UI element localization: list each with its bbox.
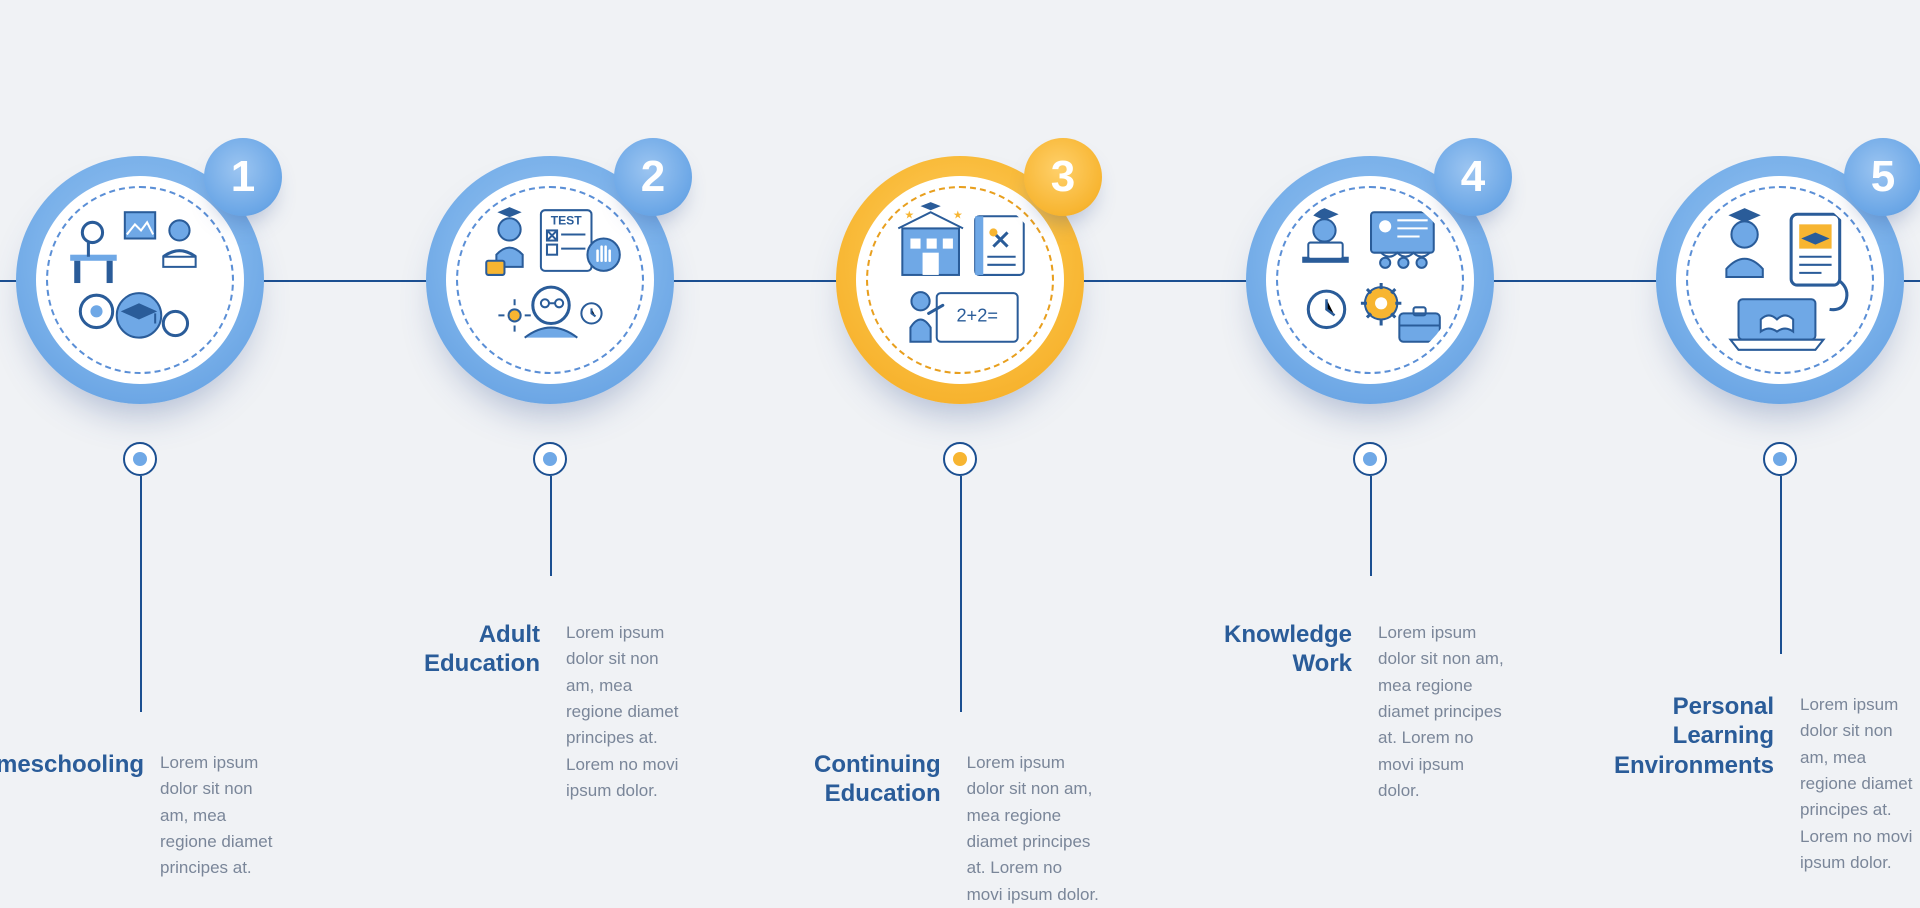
infographic-step: 4Knowledge WorkLorem ipsum dolor sit non… — [1230, 130, 1510, 476]
step-description: Lorem ipsum dolor sit non am, mea region… — [1378, 620, 1510, 804]
connector-vertical-line — [960, 476, 962, 712]
step-number-badge: 1 — [204, 138, 282, 216]
medallion: 1 — [16, 156, 264, 404]
adult-education-icon — [464, 194, 636, 366]
connector-vertical-line — [550, 476, 552, 576]
medallion: 5 — [1656, 156, 1904, 404]
connector-vertical-line — [140, 476, 142, 712]
step-title: Personal Learning Environments — [1614, 692, 1774, 780]
homeschooling-icon — [54, 194, 226, 366]
step-number: 5 — [1871, 152, 1895, 202]
step-title: Homeschooling — [0, 750, 134, 779]
step-number: 2 — [641, 152, 665, 202]
infographic-step: 5Personal Learning EnvironmentsLorem ips… — [1640, 130, 1920, 476]
connector-stem — [1230, 418, 1510, 476]
continuing-education-icon — [874, 194, 1046, 366]
step-title: Knowledge Work — [1224, 620, 1352, 679]
infographic-step: 1HomeschoolingLorem ipsum dolor sit non … — [0, 130, 280, 476]
connector-dot — [123, 442, 157, 476]
step-number-badge: 4 — [1434, 138, 1512, 216]
medallion: 4 — [1246, 156, 1494, 404]
step-number-badge: 2 — [614, 138, 692, 216]
step-title: Adult Education — [424, 620, 540, 679]
step-text-block: Homeschooling Lorem ipsum dolor sit non a… — [0, 750, 280, 882]
step-text-block: Adult Education Lorem ipsum dolor sit non… — [424, 620, 690, 804]
personal-learning-icon — [1694, 194, 1866, 366]
connector-dot — [533, 442, 567, 476]
step-text-block: Personal Learning Environments Lorem ipsu… — [1614, 692, 1920, 876]
step-number: 3 — [1051, 152, 1075, 202]
infographic-step: 2Adult EducationLorem ipsum dolor sit no… — [410, 130, 690, 476]
medallion: 2 — [426, 156, 674, 404]
connector-vertical-line — [1780, 476, 1782, 654]
step-number: 1 — [231, 152, 255, 202]
step-text-block: Knowledge Work Lorem ipsum dolor sit non … — [1224, 620, 1510, 804]
connector-stem — [1640, 418, 1920, 476]
medallion: 3 — [836, 156, 1084, 404]
step-title: Continuing Education — [814, 750, 941, 809]
connector-dot — [1353, 442, 1387, 476]
step-description: Lorem ipsum dolor sit non am, mea region… — [1800, 692, 1920, 876]
step-description: Lorem ipsum dolor sit non am, mea region… — [967, 750, 1100, 908]
step-description: Lorem ipsum dolor sit non am, mea region… — [566, 620, 690, 804]
step-description: Lorem ipsum dolor sit non am, mea region… — [160, 750, 280, 882]
infographic-step: 3Continuing EducationLorem ipsum dolor s… — [820, 130, 1100, 476]
connector-stem — [0, 418, 280, 476]
connector-dot — [943, 442, 977, 476]
step-number-badge: 3 — [1024, 138, 1102, 216]
knowledge-work-icon — [1284, 194, 1456, 366]
step-number-badge: 5 — [1844, 138, 1920, 216]
step-number: 4 — [1461, 152, 1485, 202]
connector-vertical-line — [1370, 476, 1372, 576]
step-text-block: Continuing Education Lorem ipsum dolor si… — [814, 750, 1100, 908]
connector-dot — [1763, 442, 1797, 476]
connector-stem — [410, 418, 690, 476]
connector-stem — [820, 418, 1100, 476]
